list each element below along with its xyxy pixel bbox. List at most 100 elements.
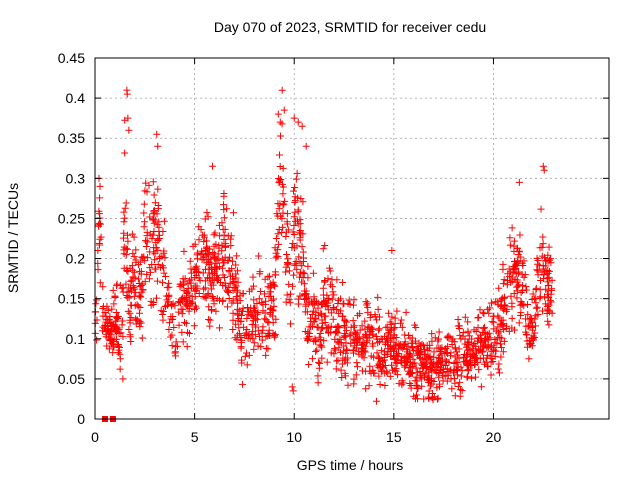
data-point bbox=[304, 328, 312, 336]
data-point bbox=[191, 240, 199, 248]
data-point bbox=[116, 365, 124, 373]
data-point bbox=[229, 257, 237, 265]
data-point bbox=[145, 275, 153, 283]
data-point bbox=[315, 364, 323, 372]
data-point bbox=[149, 178, 157, 186]
data-point bbox=[308, 355, 316, 363]
data-point bbox=[448, 385, 456, 393]
data-point bbox=[120, 208, 128, 216]
data-point bbox=[520, 302, 528, 310]
data-point bbox=[290, 271, 298, 279]
data-point bbox=[276, 176, 284, 184]
data-point bbox=[211, 250, 219, 258]
y-tick-label: 0.05 bbox=[58, 371, 85, 387]
data-point bbox=[498, 295, 506, 303]
data-point bbox=[207, 285, 215, 293]
x-tick-label: 5 bbox=[191, 429, 199, 445]
data-point bbox=[314, 372, 322, 380]
data-point bbox=[428, 394, 436, 402]
data-point bbox=[402, 308, 410, 316]
data-point bbox=[153, 277, 161, 285]
data-point bbox=[183, 343, 191, 351]
data-point bbox=[383, 323, 391, 331]
data-point bbox=[474, 314, 482, 322]
data-point bbox=[539, 240, 547, 248]
data-point bbox=[256, 287, 264, 295]
data-point bbox=[320, 312, 328, 320]
data-point bbox=[373, 316, 381, 324]
data-point bbox=[496, 327, 504, 335]
data-point bbox=[428, 330, 436, 338]
data-point bbox=[245, 331, 253, 339]
data-point bbox=[409, 346, 417, 354]
data-point bbox=[292, 175, 300, 183]
data-point bbox=[126, 319, 134, 327]
data-point bbox=[119, 234, 127, 242]
data-point bbox=[132, 289, 140, 297]
data-point bbox=[135, 319, 143, 327]
data-point bbox=[513, 278, 521, 286]
data-point bbox=[206, 322, 214, 330]
data-point bbox=[105, 345, 113, 353]
data-point bbox=[256, 268, 264, 276]
data-point bbox=[144, 254, 152, 262]
data-point bbox=[503, 305, 511, 313]
data-point bbox=[337, 366, 345, 374]
data-point bbox=[278, 120, 286, 128]
data-point bbox=[520, 273, 528, 281]
data-point bbox=[213, 274, 221, 282]
data-point bbox=[327, 281, 335, 289]
data-point bbox=[286, 299, 294, 307]
data-point bbox=[429, 360, 437, 368]
data-point bbox=[485, 329, 493, 337]
data-point bbox=[252, 321, 260, 329]
data-point bbox=[375, 364, 383, 372]
y-axis-title: SRMTID / TECUs bbox=[5, 183, 21, 293]
data-point bbox=[274, 200, 282, 208]
data-point bbox=[369, 366, 377, 374]
data-point bbox=[293, 169, 301, 177]
data-point bbox=[468, 335, 476, 343]
data-point bbox=[150, 191, 158, 199]
data-point bbox=[506, 273, 514, 281]
data-point bbox=[296, 292, 304, 300]
data-point bbox=[175, 298, 183, 306]
data-point bbox=[411, 321, 419, 329]
data-point bbox=[375, 326, 383, 334]
data-point bbox=[99, 323, 107, 331]
data-point bbox=[346, 300, 354, 308]
data-point bbox=[393, 307, 401, 315]
data-point bbox=[360, 347, 368, 355]
data-point bbox=[464, 329, 472, 337]
axes: 0 0.05 0.1 0.15 0.2 0.25 0.3 0.35 0.4 0.45 0 5 10 15 2… bbox=[58, 50, 609, 445]
data-point bbox=[471, 373, 479, 381]
data-point bbox=[243, 315, 251, 323]
data-point bbox=[121, 149, 129, 157]
data-point bbox=[388, 361, 396, 369]
data-point bbox=[183, 299, 191, 307]
data-point bbox=[350, 296, 358, 304]
data-point bbox=[443, 357, 451, 365]
data-point bbox=[356, 310, 364, 318]
data-point bbox=[401, 363, 409, 371]
data-point bbox=[513, 287, 521, 295]
data-point bbox=[291, 197, 299, 205]
data-point bbox=[333, 276, 341, 284]
data-point bbox=[210, 231, 218, 239]
data-point bbox=[475, 366, 483, 374]
data-point bbox=[455, 322, 463, 330]
data-point bbox=[435, 373, 443, 381]
data-point bbox=[209, 294, 217, 302]
data-point bbox=[192, 286, 200, 294]
data-point bbox=[294, 118, 302, 126]
data-point bbox=[431, 367, 439, 375]
data-point bbox=[99, 312, 107, 320]
data-point bbox=[534, 271, 542, 279]
data-point bbox=[272, 249, 280, 257]
data-point bbox=[120, 250, 128, 258]
data-point bbox=[180, 294, 188, 302]
data-point bbox=[525, 355, 533, 363]
data-point bbox=[273, 210, 281, 218]
data-point bbox=[161, 303, 169, 311]
